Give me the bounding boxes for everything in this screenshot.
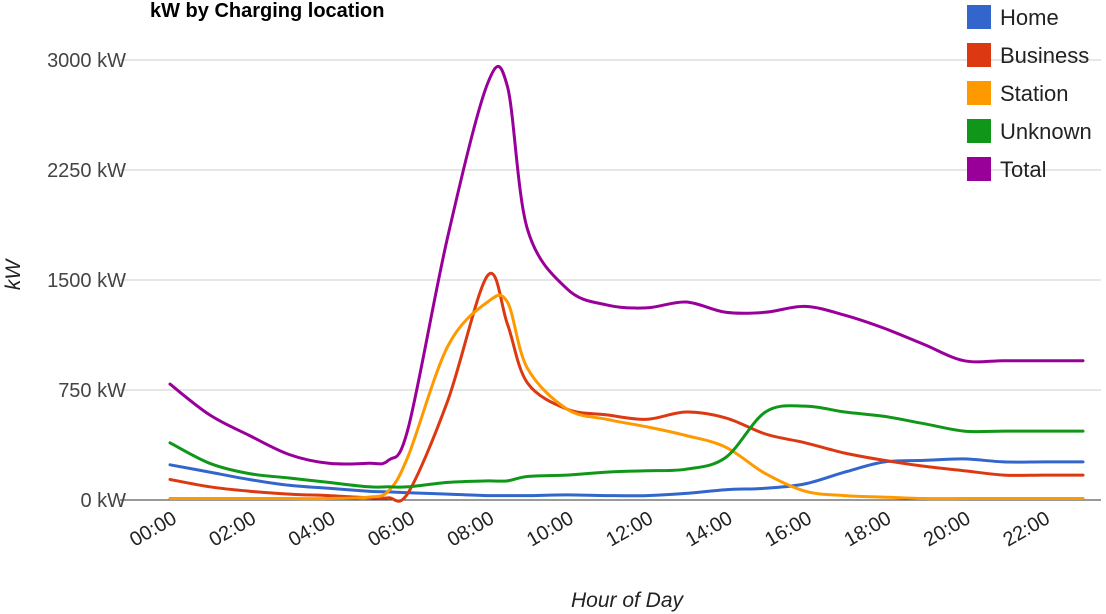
legend-swatch-business: [967, 43, 991, 67]
grid-lines: [120, 59, 1101, 501]
y-tick-label: 2250 kW: [47, 160, 126, 182]
y-tick-label: 0 kW: [80, 490, 126, 512]
x-tick-label: 00:00: [126, 507, 180, 551]
x-tick-label: 22:00: [999, 507, 1053, 551]
x-tick-label: 14:00: [682, 507, 736, 551]
legend-label-home: Home: [1000, 5, 1059, 30]
x-tick-label: 16:00: [761, 507, 815, 551]
legend: Home Business Station Unknown Total: [967, 5, 1092, 182]
x-tick-label: 06:00: [364, 507, 418, 551]
x-tick-label: 04:00: [285, 507, 339, 551]
y-tick-label: 1500 kW: [47, 270, 126, 292]
x-tick-label: 20:00: [920, 507, 974, 551]
x-axis-ticks: 00:00 02:00 04:00 06:00 08:00 10:00 12:00 14:00…: [126, 507, 1054, 551]
series-lines: [168, 65, 1085, 503]
legend-label-unknown: Unknown: [1000, 119, 1092, 144]
series-line-station: [168, 293, 1085, 501]
legend-swatch-unknown: [967, 119, 991, 143]
legend-swatch-home: [967, 5, 991, 29]
y-tick-label: 750 kW: [58, 380, 126, 402]
legend-label-total: Total: [1000, 157, 1046, 182]
series-line-unknown: [168, 404, 1085, 489]
x-tick-label: 18:00: [841, 507, 895, 551]
y-tick-label: 3000 kW: [47, 50, 126, 72]
x-tick-label: 12:00: [602, 507, 656, 551]
chart-title: kW by Charging location: [150, 0, 384, 22]
legend-swatch-station: [967, 81, 991, 105]
series-line-total: [168, 65, 1085, 466]
x-tick-label: 10:00: [523, 507, 577, 551]
x-tick-label: 02:00: [206, 507, 260, 551]
legend-label-station: Station: [1000, 81, 1069, 106]
y-axis-label: kW: [2, 258, 25, 291]
legend-label-business: Business: [1000, 43, 1089, 68]
series-line-home: [168, 457, 1085, 498]
legend-swatch-total: [967, 157, 991, 181]
x-tick-label: 08:00: [444, 507, 498, 551]
x-axis-label: Hour of Day: [571, 589, 685, 612]
y-axis-ticks: 0 kW 750 kW 1500 kW 2250 kW 3000 kW: [47, 50, 126, 512]
